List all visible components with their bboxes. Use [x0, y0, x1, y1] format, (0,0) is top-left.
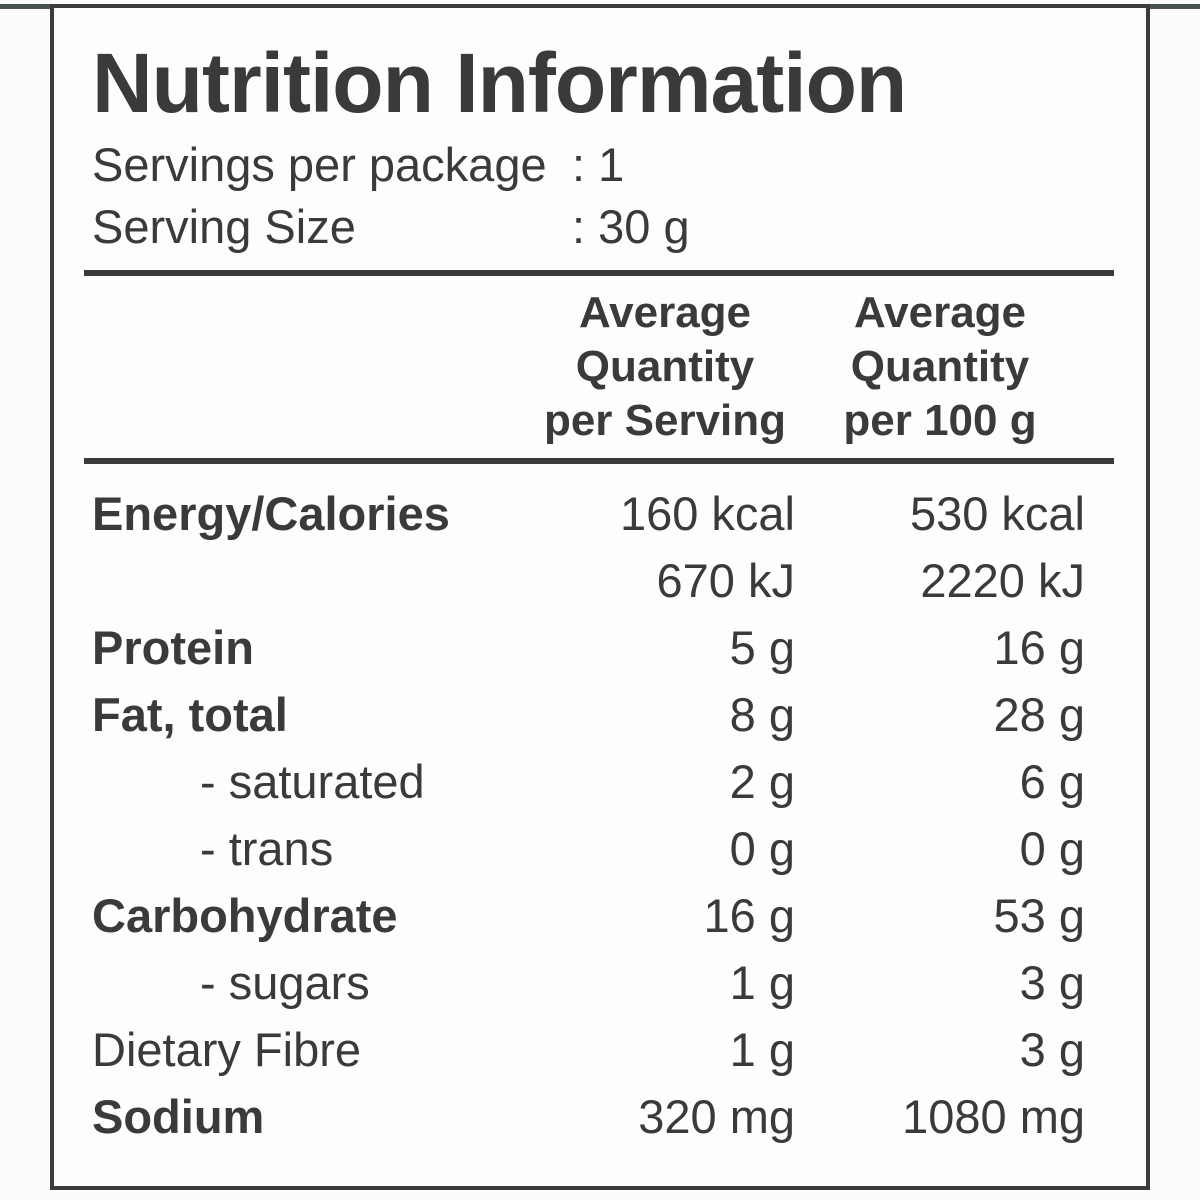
table-row-saturated: - saturated 2 g 6 g — [92, 748, 1085, 815]
label-content: Nutrition Information Servings per packa… — [84, 8, 1114, 1150]
row-per-100g-value: 6 g — [1019, 755, 1085, 808]
row-per-100g-value: 3 g — [1019, 956, 1085, 1009]
row-per-100g-value: 3 g — [1019, 1023, 1085, 1076]
row-per-serving-value: 1 g — [729, 1023, 795, 1076]
servings-per-package-label: Servings per package — [92, 138, 547, 191]
row-per-100g-value: 16 g — [993, 621, 1085, 674]
table-row-dietary-fibre: Dietary Fibre 1 g 3 g — [92, 1016, 1085, 1083]
serving-size-row: Serving Size : 30 g — [92, 196, 1085, 258]
row-per-100g-value: 530 kcal — [909, 487, 1085, 540]
row-per-serving-value: 0 g — [729, 822, 795, 875]
divider-header — [84, 458, 1114, 464]
servings-per-package-value: : 1 — [572, 138, 625, 191]
divider-top — [84, 270, 1114, 276]
row-per-serving-value: 16 g — [703, 889, 795, 942]
nutrition-label-panel: Nutrition Information Servings per packa… — [50, 4, 1150, 1190]
row-per-serving-value: 2 g — [729, 755, 795, 808]
table-row-trans: - trans 0 g 0 g — [92, 815, 1085, 882]
nutrition-table: Energy/Calories 160 kcal 530 kcal 670 kJ… — [92, 480, 1085, 1150]
table-row-sugars: - sugars 1 g 3 g — [92, 949, 1085, 1016]
row-per-serving-value: 320 mg — [638, 1090, 795, 1143]
row-label — [92, 547, 535, 614]
row-per-100g-value: 1080 mg — [902, 1090, 1085, 1143]
column-header-per-100g: Average Quantity per 100 g — [843, 288, 1037, 445]
row-label: Protein — [92, 621, 254, 674]
table-row-energy: Energy/Calories 160 kcal 530 kcal — [92, 480, 1085, 547]
row-label: Sodium — [92, 1090, 265, 1143]
row-per-serving-value: 5 g — [729, 621, 795, 674]
row-per-serving-value: 8 g — [729, 688, 795, 741]
row-per-100g-value: 53 g — [993, 889, 1085, 942]
table-row-energy-kj: 670 kJ 2220 kJ — [92, 547, 1085, 614]
row-label: - sugars — [200, 956, 370, 1009]
row-per-100g-value: 0 g — [1019, 822, 1085, 875]
row-per-100g-value: 2220 kJ — [920, 554, 1085, 607]
table-row-fat-total: Fat, total 8 g 28 g — [92, 681, 1085, 748]
row-label: Energy/Calories — [92, 487, 450, 540]
table-row-sodium: Sodium 320 mg 1080 mg — [92, 1083, 1085, 1150]
table-row-protein: Protein 5 g 16 g — [92, 614, 1085, 681]
table-header-row: Average Quantity per Serving Average Qua… — [92, 286, 1085, 448]
row-label: - trans — [200, 822, 334, 875]
serving-size-value: : 30 g — [572, 200, 690, 253]
row-label: - saturated — [200, 755, 425, 808]
page-title: Nutrition Information — [92, 36, 907, 130]
row-label: Fat, total — [92, 688, 288, 741]
row-per-100g-value: 28 g — [993, 688, 1085, 741]
serving-size-label: Serving Size — [92, 200, 356, 253]
row-per-serving-value: 160 kcal — [619, 487, 795, 540]
row-per-serving-value: 670 kJ — [656, 554, 795, 607]
row-label: Carbohydrate — [92, 889, 398, 942]
header-spacer — [92, 286, 535, 448]
column-header-per-serving: Average Quantity per Serving — [543, 288, 787, 445]
servings-per-package-row: Servings per package : 1 — [92, 134, 1085, 196]
row-label: Dietary Fibre — [92, 1023, 362, 1076]
table-row-carbohydrate: Carbohydrate 16 g 53 g — [92, 882, 1085, 949]
row-per-serving-value: 1 g — [729, 956, 795, 1009]
